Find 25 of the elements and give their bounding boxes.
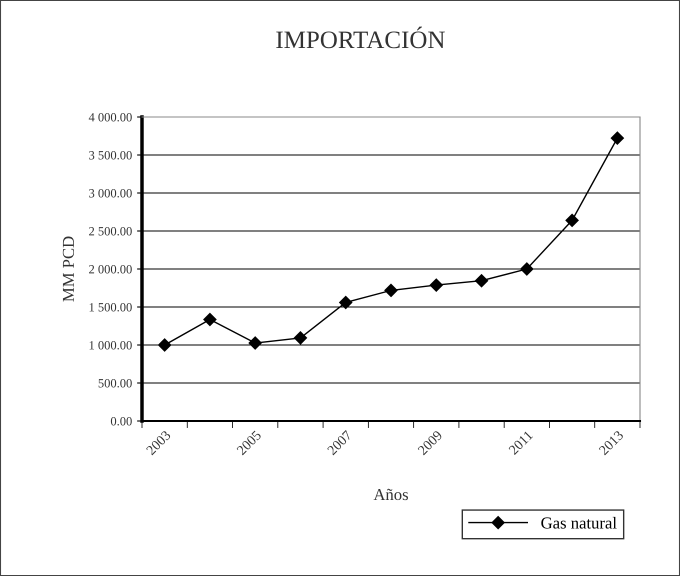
y-tick-label: 1 000.00 <box>90 341 132 350</box>
x-axis-title: Años <box>374 488 408 500</box>
point <box>339 296 352 310</box>
point <box>203 312 216 326</box>
point <box>520 262 534 276</box>
y-tick-label: 2 000.00 <box>89 265 132 274</box>
y-tick-label: 500.00 <box>98 379 132 388</box>
legend-label: Gas natural <box>541 516 617 529</box>
y-tick-label: 3 500.00 <box>89 151 132 160</box>
y-tick-label: 0.00 <box>110 417 132 426</box>
y-axis-title: MM PCD <box>62 236 74 302</box>
point <box>430 278 443 292</box>
point <box>158 338 172 352</box>
y-tick-label: 4 000.00 <box>88 113 132 122</box>
y-tick-label: 1 500.00 <box>90 303 132 312</box>
x-tick-label: 2011 <box>508 430 534 456</box>
point <box>294 331 308 345</box>
point <box>384 284 398 298</box>
point <box>610 132 624 145</box>
point <box>248 336 262 350</box>
y-tick-label: 2 500.00 <box>89 227 132 236</box>
chart-title: IMPORTACIÓN <box>276 26 445 48</box>
point <box>474 274 488 288</box>
y-tick-label: 3 000.00 <box>89 189 132 198</box>
point <box>566 214 579 227</box>
